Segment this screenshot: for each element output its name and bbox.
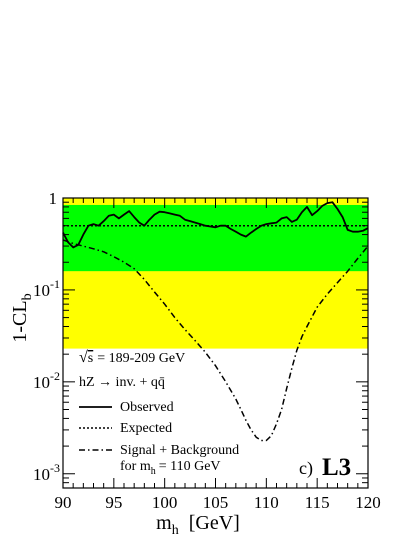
- legend-expected-label: Expected: [120, 421, 172, 436]
- band-1sigma: [63, 204, 368, 272]
- signal-background-line: [62, 239, 369, 442]
- x-tick-label: 100: [152, 493, 178, 512]
- y-tick-label: 10-2: [33, 369, 60, 392]
- panel-label: c): [299, 458, 313, 479]
- data-series: [62, 201, 369, 442]
- x-axis-title: mh [GeV]: [156, 512, 240, 538]
- legend-observed-label: Observed: [120, 400, 174, 415]
- x-tick-label: 95: [105, 493, 122, 512]
- legend-signal-label-2: for mh = 110 GeV: [120, 459, 221, 477]
- y-tick-label: 1: [49, 189, 58, 208]
- legend-signal-label-1: Signal + Background: [120, 443, 239, 458]
- y-axis-title: 1-CLb: [9, 293, 35, 342]
- y-tick-label: 10-1: [33, 277, 60, 300]
- x-tick-label: 115: [305, 493, 330, 512]
- legend-process: hZ → inv. + qq̄: [79, 375, 165, 390]
- x-tick-label: 105: [203, 493, 229, 512]
- tick-labels: 90 95 100 105 110 115 120 1 10-1 10-2 10-3: [33, 189, 381, 512]
- sigma-bands: [63, 198, 368, 349]
- x-tick-label: 110: [254, 493, 279, 512]
- legend: √s = 189-209 GeV hZ → inv. + qq̄ Observed…: [79, 349, 239, 477]
- axis-ticks: [62, 197, 369, 489]
- x-tick-label: 120: [355, 493, 381, 512]
- experiment-label: L3: [322, 454, 351, 481]
- legend-energy: √s = 189-209 GeV: [79, 349, 185, 366]
- observed-line: [62, 201, 369, 249]
- y-tick-label: 10-3: [33, 461, 60, 484]
- x-tick-label: 90: [55, 493, 72, 512]
